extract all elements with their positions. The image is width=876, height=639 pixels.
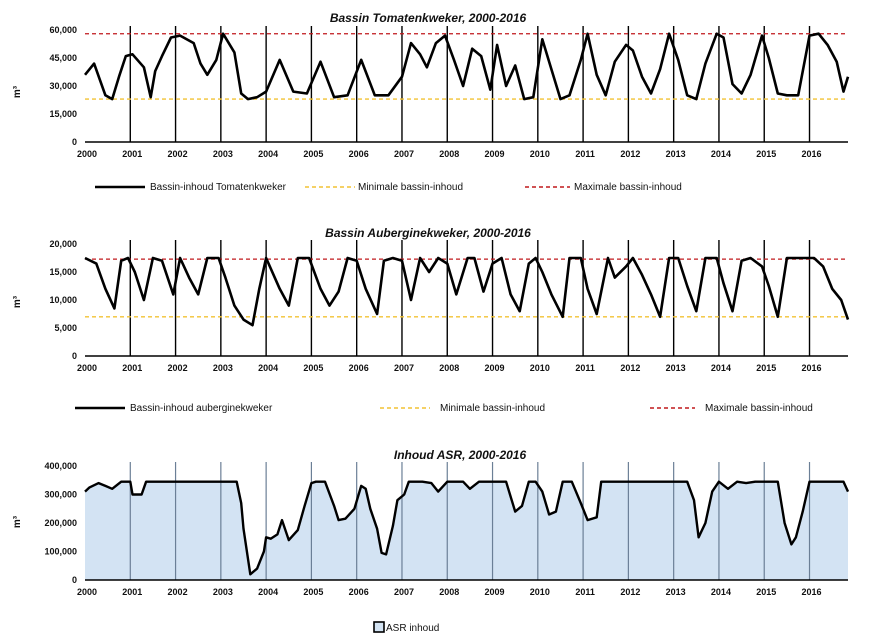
y-axis-label: m³ [12,515,23,528]
y-tick-labels: 0 100,000 200,000 300,000 400,000 [44,461,77,585]
reference-lines [85,33,848,100]
y-tick-label: 60,000 [49,25,77,35]
x-tick-label: 2009 [485,149,505,159]
x-tick-label: 2000 [77,363,97,373]
x-tick-label: 2005 [303,587,323,597]
y-tick-label: 0 [72,137,77,147]
x-tick-label: 2000 [77,587,97,597]
y-tick-label: 400,000 [44,461,77,471]
chart-title: Inhoud ASR, 2000-2016 [394,448,527,462]
asr-area-fill [85,481,848,580]
x-tick-label: 2010 [530,363,550,373]
x-tick-label: 2008 [439,363,459,373]
y-tick-labels: 0 5,000 10,000 15,000 20,000 [49,239,77,361]
x-tick-label: 2008 [439,149,459,159]
x-tick-label: 2014 [711,149,731,159]
x-tick-label: 2011 [575,149,595,159]
y-tick-label: 100,000 [44,547,77,557]
x-tick-label: 2010 [530,587,550,597]
vertical-gridlines [129,26,811,142]
x-tick-label: 2006 [349,587,369,597]
x-tick-label: 2003 [213,587,233,597]
x-tick-label: 2001 [122,587,142,597]
x-tick-label: 2015 [756,587,776,597]
x-tick-label: 2007 [394,587,414,597]
x-tick-label: 2009 [485,363,505,373]
y-axis-label: m³ [12,85,23,98]
legend-label: Maximale bassin-inhoud [705,403,813,414]
x-tick-label: 2007 [394,149,414,159]
series-line-tomatenkweker [83,32,850,101]
x-tick-label: 2002 [168,587,188,597]
y-tick-label: 200,000 [44,518,77,528]
chart-title: Bassin Auberginekweker, 2000-2016 [325,226,531,240]
y-tick-label: 10,000 [49,295,77,305]
y-axis-label: m³ [12,295,23,308]
x-tick-label: 2002 [168,363,188,373]
x-tick-label: 2013 [666,587,686,597]
x-tick-label: 2006 [349,149,369,159]
y-tick-label: 30,000 [49,81,77,91]
x-tick-label: 2007 [394,363,414,373]
legend-asr: ASR inhoud [373,621,439,634]
legend-swatch-area [373,621,385,633]
x-tick-label: 2004 [258,587,278,597]
legend-label: Bassin-inhoud Tomatenkweker [150,182,287,193]
x-tick-label: 2016 [801,149,821,159]
x-tick-label: 2004 [258,363,278,373]
x-tick-label: 2004 [258,149,278,159]
legend-tomatenkweker: Bassin-inhoud Tomatenkweker Minimale bas… [95,182,682,193]
chart-tomatenkweker: Bassin Tomatenkweker, 2000-2016 m³ 0 15,0… [12,11,850,159]
x-tick-labels: 2000 2001 2002 2003 2004 2005 2006 2007 2008 2009… [77,363,822,373]
x-tick-label: 2001 [122,149,142,159]
x-tick-label: 2016 [801,587,821,597]
series-line-auberginekweker [84,256,850,327]
x-tick-label: 2003 [213,149,233,159]
legend-label: Bassin-inhoud auberginekweker [130,403,273,414]
y-tick-label: 15,000 [49,109,77,119]
legend-label: ASR inhoud [386,623,439,634]
chart-auberginekweker: Bassin Auberginekweker, 2000-2016 m³ 0 5,… [12,226,850,373]
legend-auberginekweker: Bassin-inhoud auberginekweker Minimale b… [75,403,813,414]
y-tick-label: 15,000 [49,267,77,277]
chart-asr: Inhoud ASR, 2000-2016 m³ 0 100,000 200,000… [12,448,850,597]
y-tick-label: 0 [72,575,77,585]
y-tick-label: 0 [72,351,77,361]
x-tick-label: 2000 [77,149,97,159]
x-tick-label: 2013 [666,149,686,159]
x-tick-label: 2006 [349,363,369,373]
x-tick-label: 2015 [756,149,776,159]
y-tick-label: 300,000 [44,490,77,500]
chart-title: Bassin Tomatenkweker, 2000-2016 [330,11,527,25]
x-tick-label: 2009 [485,587,505,597]
x-tick-label: 2002 [168,149,188,159]
x-tick-label: 2012 [620,363,640,373]
x-tick-label: 2012 [620,149,640,159]
legend-label: Minimale bassin-inhoud [440,403,545,414]
y-tick-label: 45,000 [49,53,77,63]
x-tick-label: 2012 [620,587,640,597]
legend-label: Minimale bassin-inhoud [358,182,463,193]
x-tick-label: 2016 [801,363,821,373]
y-tick-label: 20,000 [49,239,77,249]
x-tick-label: 2014 [711,363,731,373]
x-tick-label: 2011 [575,587,595,597]
x-tick-label: 2011 [575,363,595,373]
x-tick-label: 2005 [303,363,323,373]
x-tick-label: 2010 [530,149,550,159]
x-tick-labels: 2000 2001 2002 2003 2004 2005 2006 2007 2008 2009… [77,587,822,597]
y-tick-label: 5,000 [54,323,77,333]
x-tick-label: 2008 [439,587,459,597]
x-tick-label: 2005 [303,149,323,159]
x-tick-label: 2013 [666,363,686,373]
series-line-asr [84,480,850,576]
x-tick-label: 2014 [711,587,731,597]
y-tick-labels: 0 15,000 30,000 45,000 60,000 [49,25,77,147]
legend-label: Maximale bassin-inhoud [574,182,682,193]
x-tick-label: 2001 [122,363,142,373]
x-tick-labels: 2000 2001 2002 2003 2004 2005 2006 2007 2008 2009… [77,149,822,159]
x-tick-label: 2015 [756,363,776,373]
x-tick-label: 2003 [213,363,233,373]
